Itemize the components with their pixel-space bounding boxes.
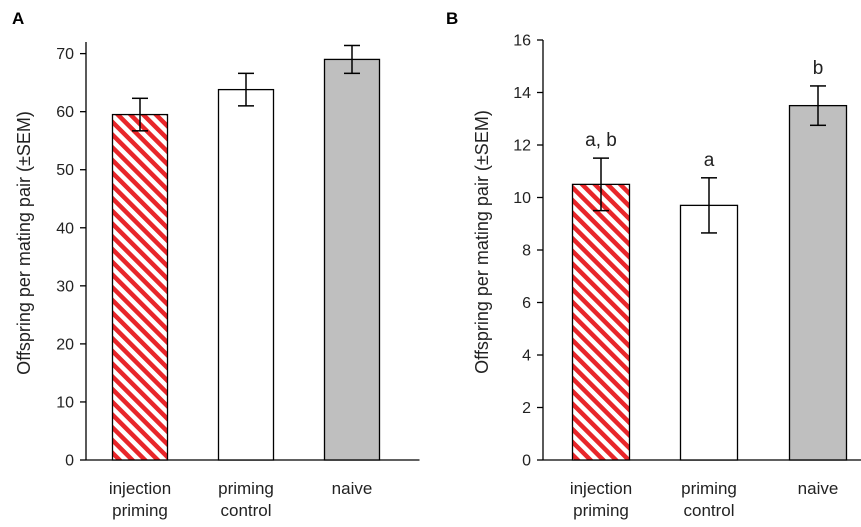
y-tick-label: 2 (522, 400, 531, 417)
bar-b-3 (788, 104, 848, 461)
y-tick-label: 6 (522, 295, 531, 312)
y-tick-label: 60 (56, 104, 74, 121)
panel-letter: B (446, 9, 458, 28)
x-category-label: priming (112, 501, 168, 520)
significance-label: a (704, 150, 715, 171)
y-tick-label: 20 (56, 336, 74, 353)
x-category-label: injection (570, 479, 632, 498)
y-tick-label: 14 (513, 85, 531, 102)
y-tick-label: 70 (56, 46, 74, 63)
y-tick-label: 50 (56, 162, 74, 179)
y-tick-label: 10 (513, 190, 531, 207)
x-category-label: naive (332, 479, 373, 498)
x-category-label: injection (109, 479, 171, 498)
bar-b-1 (571, 183, 631, 461)
y-tick-label: 0 (65, 453, 74, 470)
panel-letter: A (12, 9, 24, 28)
y-tick-label: 16 (513, 33, 531, 50)
bar-a-1 (111, 113, 169, 461)
bar-b-2 (679, 204, 739, 461)
x-category-label: priming (218, 479, 274, 498)
x-category-label: naive (798, 479, 839, 498)
y-tick-label: 12 (513, 138, 531, 155)
bar-a-2 (217, 88, 275, 461)
panel-a-chart: A 0 10 20 30 40 50 60 70 Offspring per mating pai… (12, 9, 420, 520)
y-tick-label: 40 (56, 220, 74, 237)
panel-b-chart: B 0 2 4 6 8 10 12 14 16 Offspring per mating pair … (446, 9, 861, 520)
significance-label: a, b (585, 130, 617, 151)
x-category-label: control (220, 501, 271, 520)
y-axis-label: Offspring per mating pair (±SEM) (14, 111, 34, 375)
y-tick-label: 30 (56, 278, 74, 295)
x-category-label: priming (681, 479, 737, 498)
y-tick-label: 10 (56, 394, 74, 411)
y-tick-label: 4 (522, 348, 531, 365)
bar-a-3 (323, 58, 381, 461)
y-axis-label: Offspring per mating pair (±SEM) (472, 110, 492, 374)
x-category-label: priming (573, 501, 629, 520)
x-category-label: control (683, 501, 734, 520)
significance-label: b (813, 58, 824, 79)
y-tick-label: 8 (522, 243, 531, 260)
y-tick-label: 0 (522, 453, 531, 470)
